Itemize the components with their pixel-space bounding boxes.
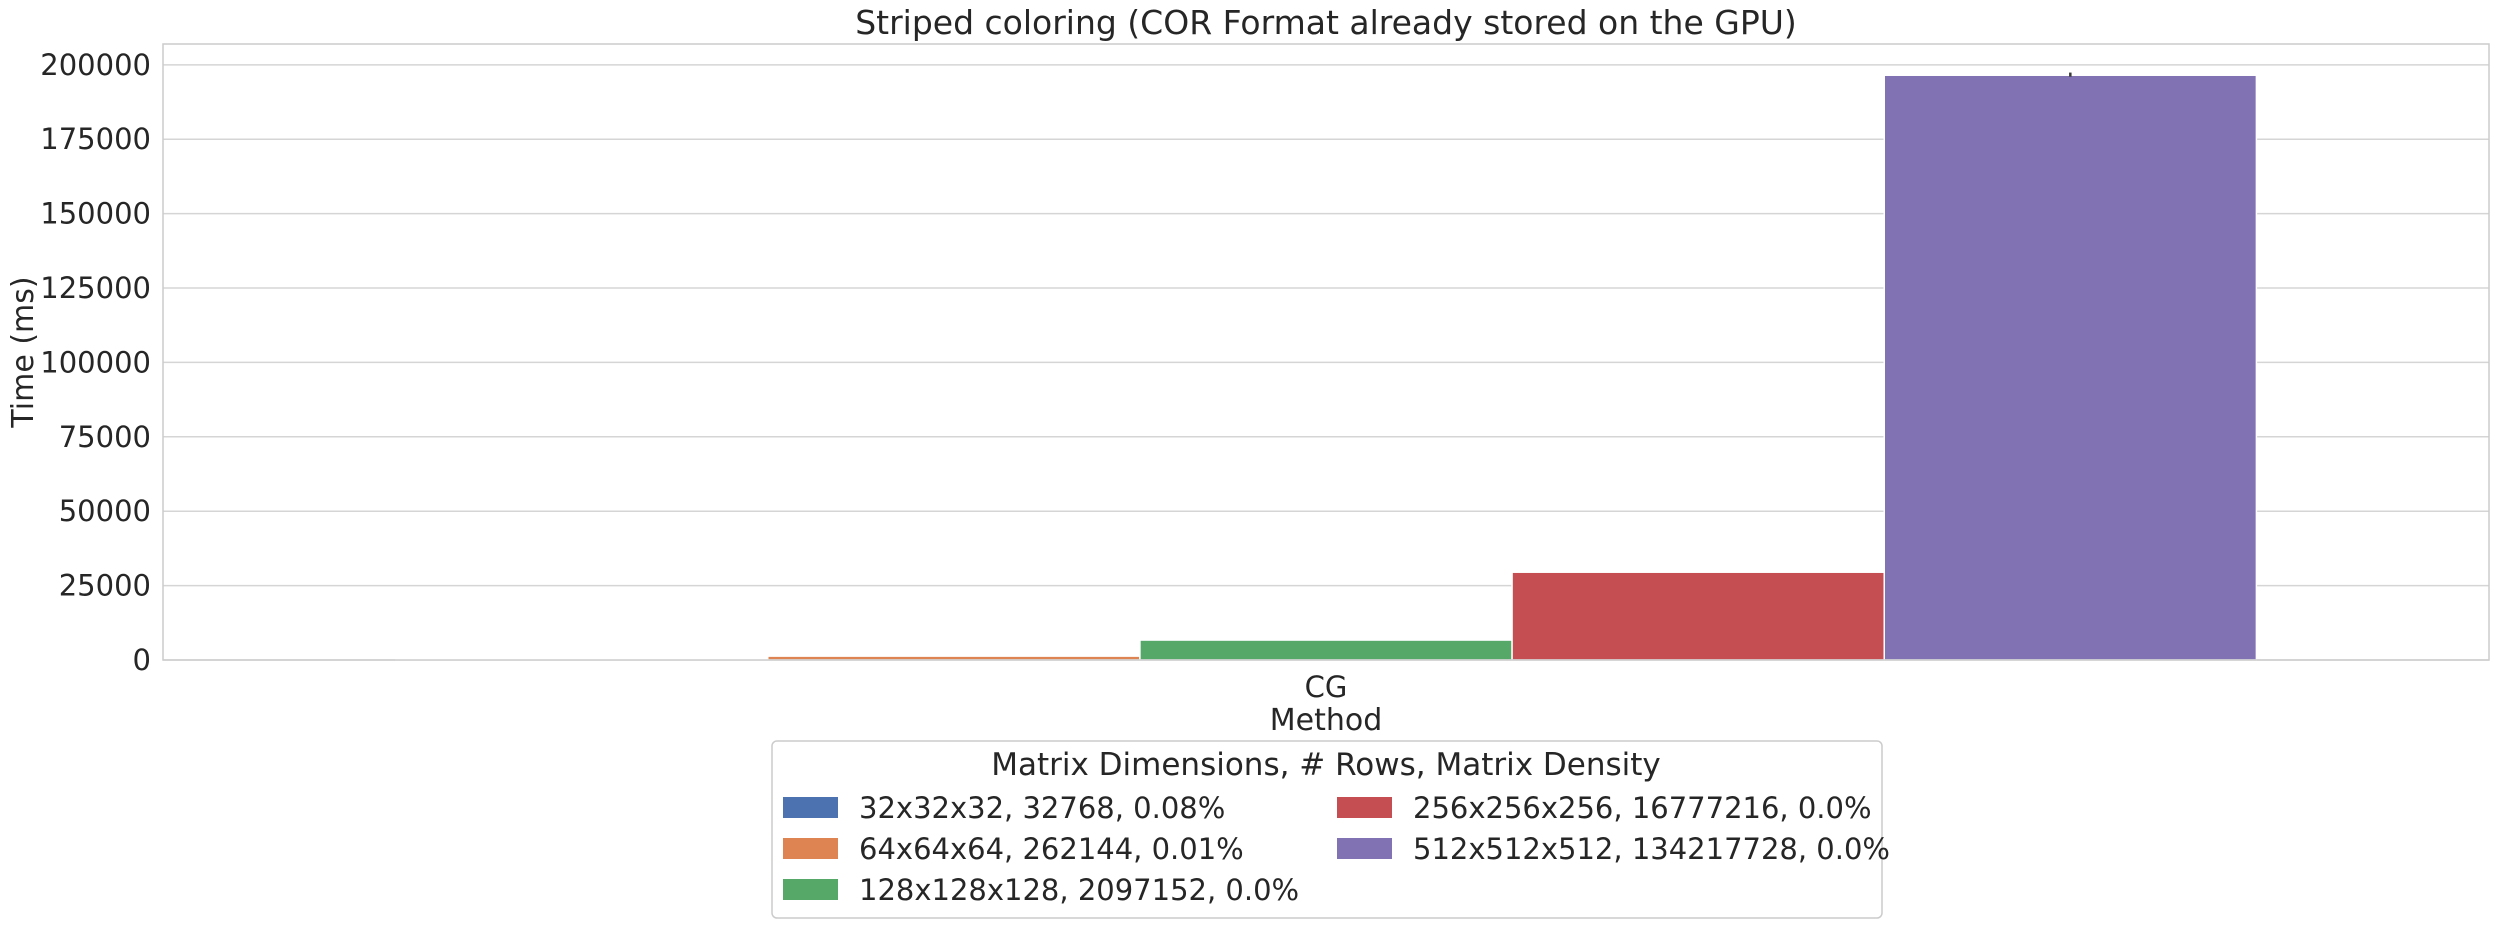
y-tick-label: 75000 bbox=[59, 420, 151, 454]
legend-swatch bbox=[1337, 838, 1392, 859]
legend-swatch bbox=[1337, 797, 1392, 818]
legend-swatch bbox=[783, 838, 838, 859]
legend-label: 32x32x32, 32768, 0.08% bbox=[859, 791, 1225, 825]
legend-label: 64x64x64, 262144, 0.01% bbox=[859, 832, 1244, 866]
chart-title: Striped coloring (COR Format already sto… bbox=[855, 3, 1797, 42]
bar bbox=[1139, 639, 1513, 661]
legend-swatch bbox=[783, 797, 838, 818]
legend: Matrix Dimensions, # Rows, Matrix Densit… bbox=[771, 740, 1890, 919]
y-tick-label: 0 bbox=[133, 643, 151, 677]
legend-items: 32x32x32, 32768, 0.08% 64x64x64, 262144, … bbox=[783, 791, 1890, 907]
legend-swatch bbox=[783, 879, 838, 900]
y-tick-label: 175000 bbox=[40, 122, 151, 156]
legend-title: Matrix Dimensions, # Rows, Matrix Densit… bbox=[991, 747, 1661, 783]
y-tick-label: 150000 bbox=[40, 197, 151, 231]
y-axis-label: Time (ms) bbox=[6, 276, 41, 428]
legend-label: 128x128x128, 2097152, 0.0% bbox=[859, 873, 1299, 907]
y-tick-label: 25000 bbox=[59, 569, 151, 603]
bar bbox=[1883, 74, 2258, 661]
y-tick-label: 125000 bbox=[40, 271, 151, 305]
bar bbox=[1511, 571, 1885, 661]
legend-frame bbox=[771, 740, 1883, 919]
y-tick-label: 100000 bbox=[40, 345, 151, 379]
y-tick-labels: 0 25000 50000 75000 100000 125000 150000 175000… bbox=[40, 48, 151, 677]
x-axis-label: Method bbox=[1270, 703, 1383, 738]
plot-frame bbox=[162, 43, 2490, 661]
y-tick-label: 200000 bbox=[40, 48, 151, 82]
legend-label: 512x512x512, 134217728, 0.0% bbox=[1413, 832, 1890, 866]
y-tick-label: 50000 bbox=[59, 494, 151, 528]
legend-label: 256x256x256, 16777216, 0.0% bbox=[1413, 791, 1872, 825]
x-tick-label: CG bbox=[1305, 670, 1348, 704]
bars bbox=[394, 72, 2258, 661]
x-tick-labels: CG bbox=[1305, 670, 1348, 704]
